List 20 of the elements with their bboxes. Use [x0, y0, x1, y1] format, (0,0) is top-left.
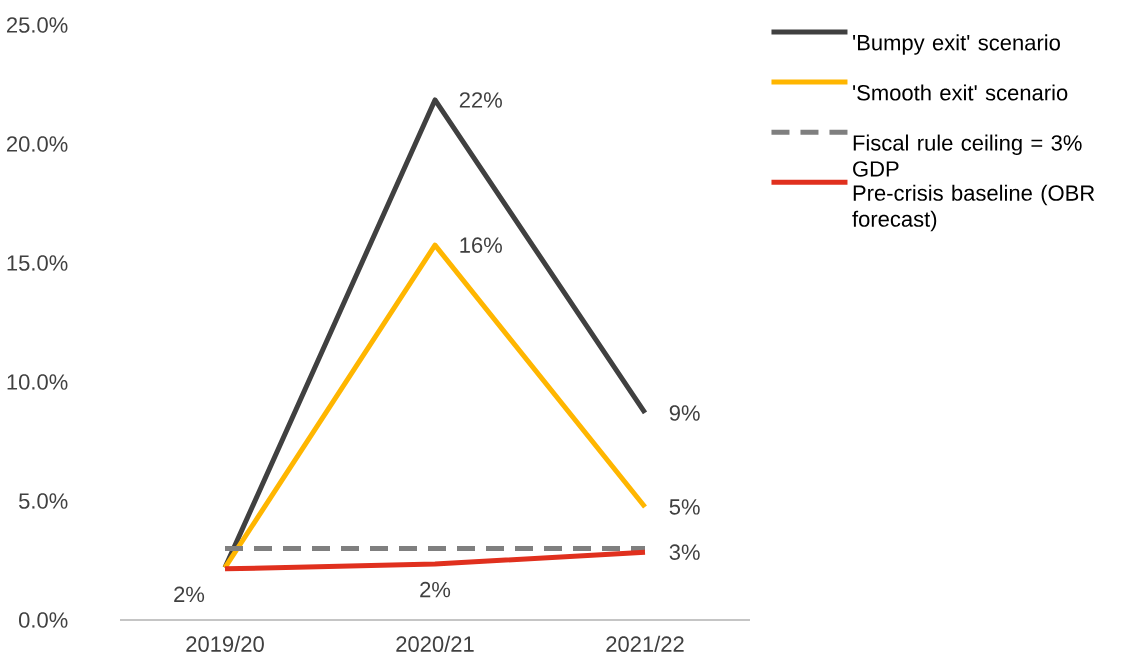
- data-label: 9%: [669, 405, 700, 421]
- data-label: 16%: [460, 237, 502, 253]
- y-tick-label: 0.0%: [19, 612, 68, 628]
- text: Fiscal rule ceiling = 3% GDP: [853, 134, 1082, 177]
- y-tick-label: 5.0%: [19, 493, 68, 509]
- y-tick-label: 15.0%: [7, 255, 68, 271]
- y-tick-label: 10.0%: [7, 374, 68, 390]
- x-tick-label: 2021/22: [606, 635, 684, 652]
- text: Pre-crisis baseline (OBR forecast): [852, 184, 1095, 232]
- x-tick-label: 2019/20: [186, 635, 264, 652]
- legend-label: 'Bumpy exit' scenario: [853, 34, 1060, 55]
- data-label: 2%: [420, 581, 451, 598]
- data-label: 2%: [174, 586, 205, 603]
- legend-label: 'Smooth exit' scenario: [853, 84, 1068, 101]
- data-label: 22%: [459, 92, 502, 108]
- data-label: 5%: [669, 499, 700, 515]
- data-label: 3%: [669, 544, 700, 560]
- x-tick-label: 2020/21: [396, 635, 474, 652]
- y-tick-label: 20.0%: [6, 136, 68, 152]
- y-tick-label: 25.0%: [6, 17, 68, 33]
